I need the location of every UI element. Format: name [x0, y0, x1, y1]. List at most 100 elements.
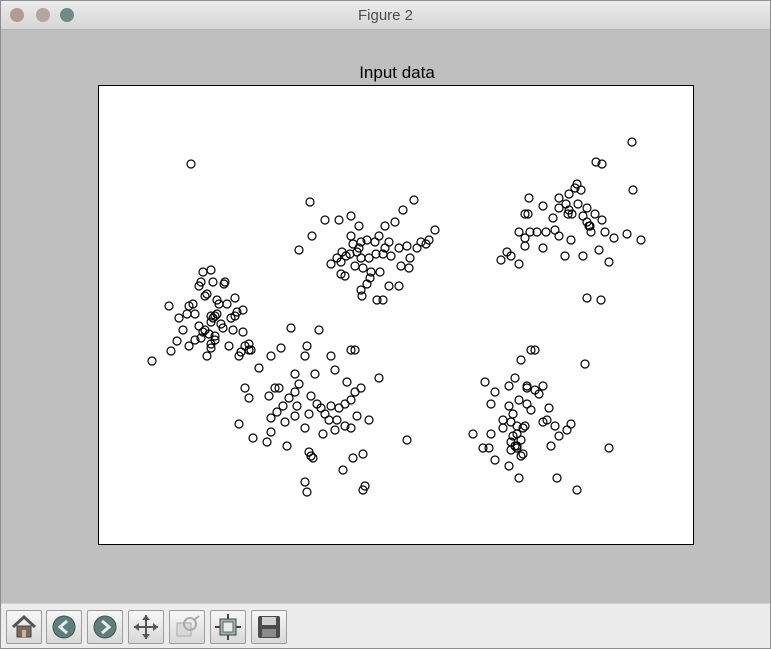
scatter-point: [264, 391, 274, 401]
scatter-point: [184, 301, 194, 311]
scatter-point: [582, 203, 592, 213]
scatter-point: [538, 243, 548, 253]
title-bar[interactable]: Figure 2: [1, 1, 770, 30]
close-window-button[interactable]: [10, 8, 24, 22]
scatter-point: [524, 193, 534, 203]
scatter-point: [366, 267, 376, 277]
scatter-point: [346, 211, 356, 221]
scatter-point: [332, 415, 342, 425]
scatter-point: [244, 393, 254, 403]
scatter-point: [219, 279, 229, 289]
back-button[interactable]: [46, 610, 82, 644]
scatter-point: [307, 231, 317, 241]
scatter-point: [402, 435, 412, 445]
scatter-point: [166, 346, 176, 356]
scatter-point: [274, 383, 284, 393]
scatter-point: [222, 299, 232, 309]
scatter-point: [498, 423, 508, 433]
scatter-point: [508, 431, 518, 441]
scatter-point: [346, 423, 356, 433]
save-button[interactable]: [251, 610, 287, 644]
scatter-point: [304, 409, 314, 419]
scatter-point: [604, 257, 614, 267]
scatter-point: [305, 197, 315, 207]
scatter-point: [530, 345, 540, 355]
scatter-point: [202, 351, 212, 361]
scatter-point: [196, 333, 206, 343]
scatter-point: [508, 409, 518, 419]
pan-button[interactable]: [128, 610, 164, 644]
scatter-point: [534, 389, 544, 399]
scatter-point: [404, 263, 414, 273]
scatter-point: [510, 373, 520, 383]
scatter-point: [490, 455, 500, 465]
scatter-point: [272, 407, 282, 417]
scatter-point: [518, 449, 528, 459]
maximize-window-button[interactable]: [60, 8, 74, 22]
scatter-point: [498, 415, 508, 425]
scatter-point: [294, 379, 304, 389]
scatter-point: [240, 341, 250, 351]
scatter-point: [348, 453, 358, 463]
scatter-point: [282, 441, 292, 451]
scatter-point: [622, 229, 632, 239]
scatter-point: [563, 209, 573, 219]
scatter-point: [578, 251, 588, 261]
plot-axes[interactable]: [98, 85, 694, 545]
scatter-point: [182, 309, 192, 319]
scatter-point: [270, 383, 280, 393]
scatter-point: [541, 227, 551, 237]
scatter-point: [576, 185, 586, 195]
scatter-point: [594, 245, 604, 255]
scatter-point: [234, 419, 244, 429]
scatter-point: [609, 233, 619, 243]
scatter-point: [504, 401, 514, 411]
minimize-window-button[interactable]: [36, 8, 50, 22]
scatter-point: [174, 313, 184, 323]
scatter-point: [358, 449, 368, 459]
scatter-point: [238, 305, 248, 315]
scatter-point: [538, 381, 548, 391]
scatter-point: [384, 281, 394, 291]
scatter-point: [338, 465, 348, 475]
scatter-point: [520, 209, 530, 219]
scatter-point: [350, 345, 360, 355]
scatter-point: [147, 356, 157, 366]
scatter-point: [356, 285, 366, 295]
scatter-point: [230, 293, 240, 303]
scatter-point: [345, 249, 355, 259]
scatter-point: [354, 243, 364, 253]
scatter-point: [364, 253, 374, 263]
scatter-point: [342, 377, 352, 387]
scatter-point: [550, 421, 560, 431]
scatter-point: [600, 227, 610, 237]
scatter-point: [184, 341, 194, 351]
scatter-point: [332, 253, 342, 263]
zoom-button[interactable]: [169, 610, 205, 644]
scatter-point: [308, 453, 318, 463]
pan-icon: [134, 615, 158, 639]
scatter-point: [292, 401, 302, 411]
scatter-point: [554, 203, 564, 213]
scatter-point: [542, 415, 552, 425]
scatter-point: [496, 255, 506, 265]
subplots-button[interactable]: [210, 610, 246, 644]
scatter-point: [374, 373, 384, 383]
scatter-point: [409, 195, 419, 205]
home-button[interactable]: [6, 610, 42, 644]
scatter-point: [238, 327, 248, 337]
scatter-point: [520, 421, 530, 431]
scatter-point: [582, 217, 592, 227]
forward-button[interactable]: [87, 610, 123, 644]
scatter-point: [548, 213, 558, 223]
scatter-point: [228, 325, 238, 335]
scatter-point: [210, 335, 220, 345]
scatter-point: [262, 437, 272, 447]
scatter-point: [523, 209, 533, 219]
scatter-point: [514, 473, 524, 483]
scatter-plot: [147, 137, 646, 497]
scatter-point: [525, 227, 535, 237]
scatter-point: [591, 157, 601, 167]
scatter-point: [314, 325, 324, 335]
scatter-point: [550, 225, 560, 235]
